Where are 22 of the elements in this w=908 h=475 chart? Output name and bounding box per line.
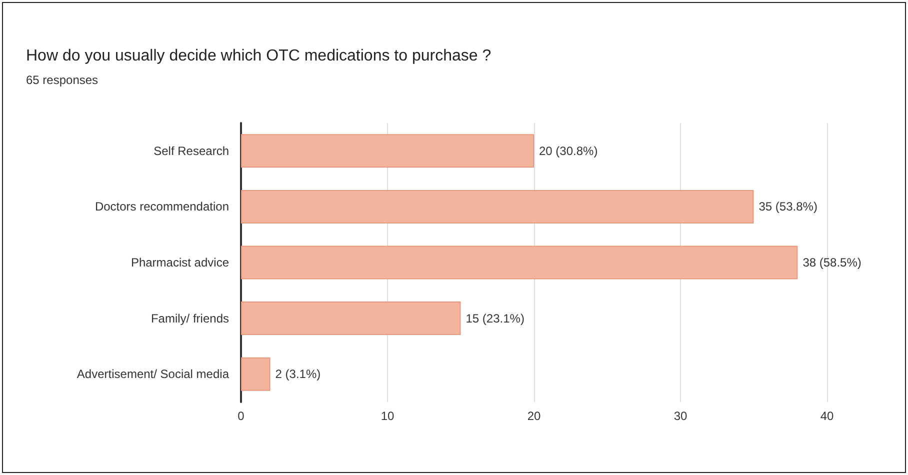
y-tick-label: Advertisement/ Social media [76,367,230,382]
x-tick-label: 10 [380,409,394,423]
bar [241,357,270,391]
data-label: 2 (3.1%) [275,367,321,382]
y-tick-label: Doctors recommendation [94,200,229,214]
bar [241,134,534,168]
x-tick-label: 30 [674,409,688,423]
data-label: 15 (23.1%) [466,311,524,326]
x-tick-label: 0 [238,409,245,423]
y-tick-label: Family/ friends [150,311,229,326]
chart-title: How do you usually decide which OTC medications to purchase ? [26,48,492,64]
x-tick-label: 40 [820,409,834,423]
bar [241,246,798,280]
text: 65 responses [26,73,98,87]
data-label: 38 (58.5%) [802,256,862,270]
bar [241,190,754,224]
y-tick-label: Pharmacist advice [130,256,230,270]
x-tick-label: 20 [527,409,541,423]
y-tick-label: Self Research [154,144,229,158]
data-label: 20 (30.8%) [539,144,598,158]
data-label: 35 (53.8%) [758,200,818,214]
bar [241,302,461,336]
